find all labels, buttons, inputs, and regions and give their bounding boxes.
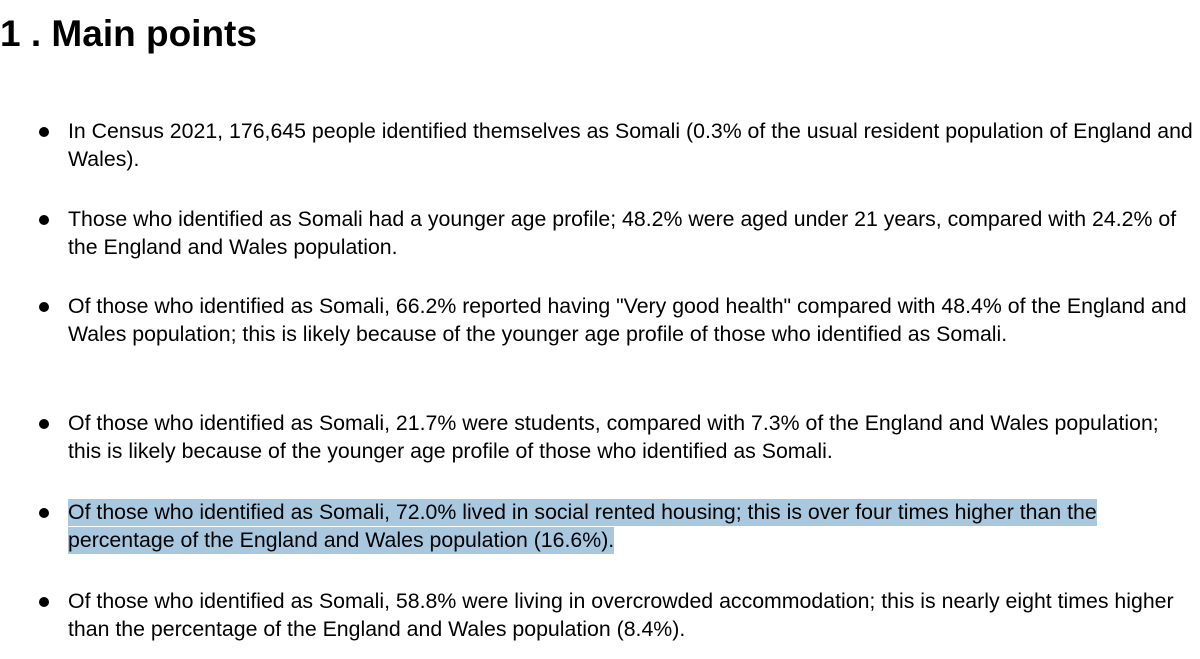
- point-text[interactable]: Of those who identified as Somali, 58.8%…: [68, 587, 1196, 643]
- bullet-icon: [39, 302, 49, 312]
- bullet-icon: [39, 127, 49, 137]
- bullet-icon: [39, 419, 49, 429]
- point-text[interactable]: Of those who identified as Somali, 72.0%…: [68, 498, 1196, 554]
- point-text-span: Those who identified as Somali had a you…: [68, 207, 1177, 259]
- point-text-span: In Census 2021, 176,645 people identifie…: [68, 119, 1193, 171]
- point-text-span: Of those who identified as Somali, 66.2%…: [68, 294, 1187, 346]
- point-text-span: Of those who identified as Somali, 21.7%…: [68, 411, 1159, 463]
- point-text[interactable]: In Census 2021, 176,645 people identifie…: [68, 117, 1196, 173]
- point-text[interactable]: Of those who identified as Somali, 21.7%…: [68, 409, 1196, 465]
- point-text-span: Of those who identified as Somali, 58.8%…: [68, 589, 1174, 641]
- bullet-icon: [39, 508, 49, 518]
- point-text[interactable]: Those who identified as Somali had a you…: [68, 205, 1196, 261]
- text-selection-highlight: Of those who identified as Somali, 72.0%…: [68, 499, 1097, 554]
- bullet-icon: [39, 215, 49, 225]
- bullet-icon: [39, 597, 49, 607]
- point-text[interactable]: Of those who identified as Somali, 66.2%…: [68, 292, 1196, 348]
- page-title: 1 . Main points: [0, 13, 257, 54]
